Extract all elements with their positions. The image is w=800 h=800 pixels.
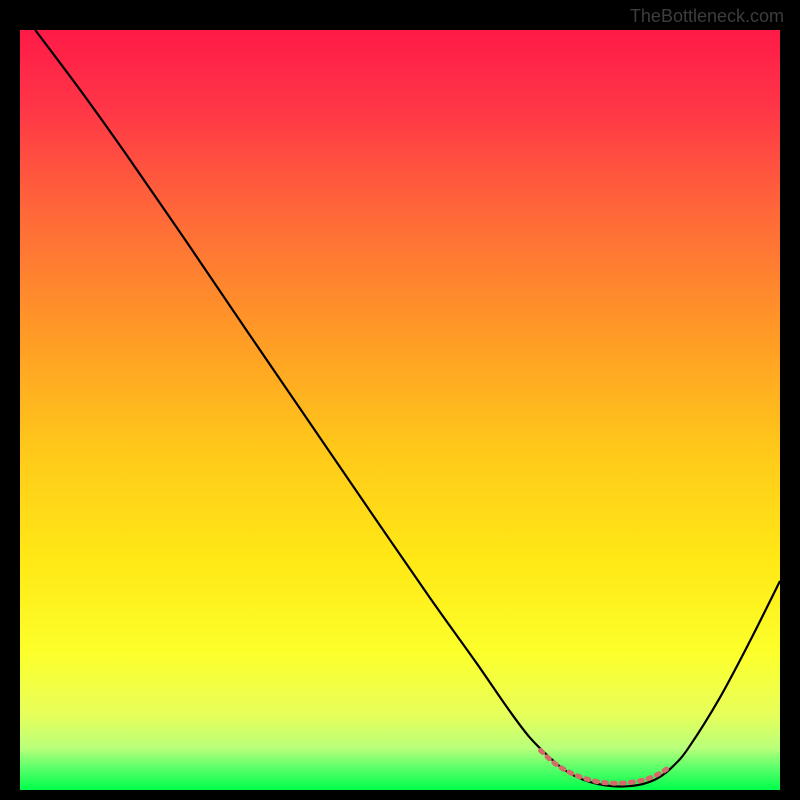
- chart-plot-area: [20, 30, 780, 790]
- chart-background-gradient: [20, 30, 780, 790]
- watermark-text: TheBottleneck.com: [630, 6, 784, 27]
- chart-svg: [20, 30, 780, 790]
- chart-root: TheBottleneck.com: [0, 0, 800, 800]
